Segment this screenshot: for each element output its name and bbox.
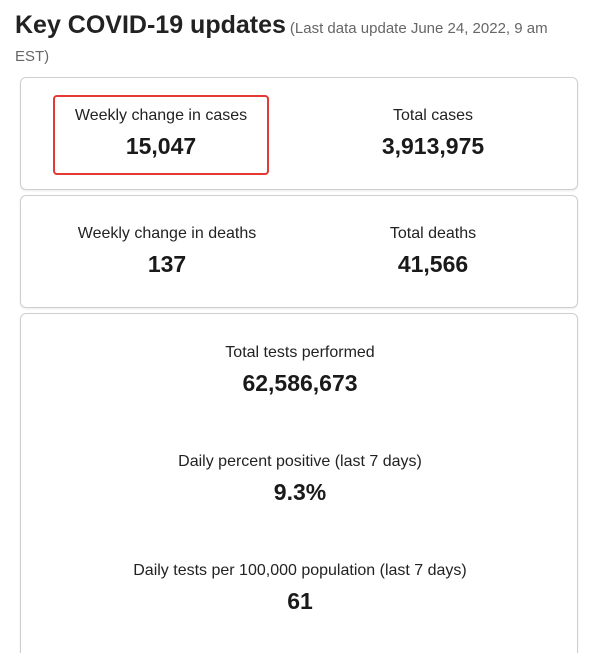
testing-card: Total tests performed 62,586,673 Daily p… [20,313,578,653]
tests-per-100k-label: Daily tests per 100,000 population (last… [133,562,467,579]
weekly-deaths-stat: Weekly change in deaths 137 [57,224,277,279]
weekly-deaths-value: 137 [147,251,187,277]
total-tests-label: Total tests performed [225,344,375,361]
weekly-deaths-label: Weekly change in deaths [77,225,257,242]
total-deaths-stat: Total deaths 41,566 [333,224,533,279]
last-update-note-continued: EST) [15,48,50,65]
tests-per-100k-value: 61 [287,588,313,614]
tests-per-100k-stat: Daily tests per 100,000 population (last… [21,561,579,616]
weekly-cases-value: 15,047 [125,133,197,159]
page-header: Key COVID-19 updates (Last data update Ju… [15,10,595,44]
page-title: Key COVID-19 updates [15,11,286,39]
weekly-cases-label: Weekly change in cases [74,107,248,124]
total-tests-value: 62,586,673 [242,370,358,396]
total-deaths-value: 41,566 [397,251,469,277]
total-cases-label: Total cases [392,107,474,124]
weekly-cases-highlight [53,95,269,175]
cases-card: Weekly change in cases 15,047 Total case… [20,77,578,190]
total-tests-stat: Total tests performed 62,586,673 [21,343,579,398]
total-deaths-label: Total deaths [389,225,477,242]
percent-positive-stat: Daily percent positive (last 7 days) 9.3… [21,452,579,507]
weekly-cases-stat: Weekly change in cases 15,047 [53,106,269,161]
total-cases-stat: Total cases 3,913,975 [333,106,533,161]
percent-positive-label: Daily percent positive (last 7 days) [178,453,422,470]
percent-positive-value: 9.3% [273,479,327,505]
total-cases-value: 3,913,975 [381,133,485,159]
deaths-card: Weekly change in deaths 137 Total deaths… [20,195,578,308]
last-update-note: (Last data update June 24, 2022, 9 am [289,20,548,37]
